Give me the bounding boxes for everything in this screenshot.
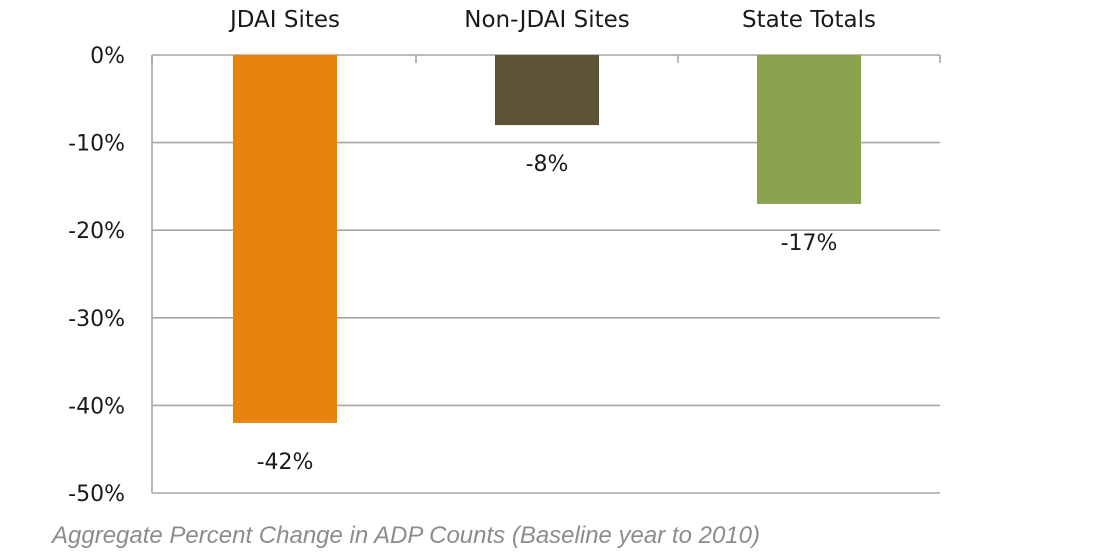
chart-caption: Aggregate Percent Change in ADP Counts (…: [52, 522, 760, 549]
data-label: -42%: [257, 450, 314, 475]
category-labels: JDAI Sites Non-JDAI Sites State Totals: [228, 7, 876, 33]
bars: [233, 55, 861, 423]
y-tick-label: -10%: [68, 132, 125, 157]
bar: [233, 55, 337, 423]
bar-chart: 0% -10% -20% -30% -40% -50% JDAI Sites Non-JDA…: [68, 7, 941, 507]
y-tick-label: 0%: [90, 44, 125, 69]
axes: [151, 55, 941, 493]
y-tick-labels: 0% -10% -20% -30% -40% -50%: [68, 44, 125, 507]
category-label: State Totals: [742, 7, 876, 33]
data-label: -8%: [526, 152, 569, 177]
y-tick-label: -20%: [68, 219, 125, 244]
bar: [757, 55, 861, 204]
y-tick-label: -40%: [68, 394, 125, 419]
y-tick-label: -30%: [68, 307, 125, 332]
category-label: JDAI Sites: [228, 7, 340, 33]
y-tick-label: -50%: [68, 482, 125, 507]
data-labels: -42% -8% -17%: [257, 152, 838, 475]
data-label: -17%: [781, 231, 838, 256]
bar: [495, 55, 599, 126]
category-label: Non-JDAI Sites: [464, 7, 630, 33]
